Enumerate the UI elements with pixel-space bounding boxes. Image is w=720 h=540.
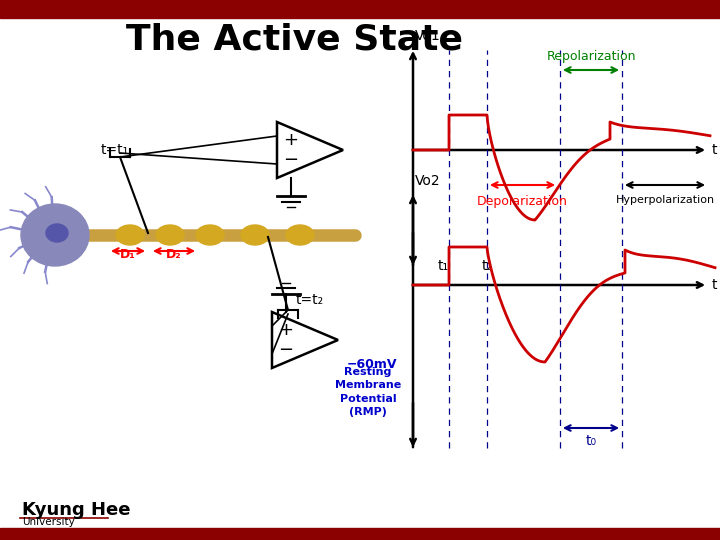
Bar <box>0 528 720 540</box>
Text: t=t₁: t=t₁ <box>101 143 129 157</box>
Text: Vo2: Vo2 <box>415 174 441 188</box>
Text: −: − <box>279 341 294 359</box>
Ellipse shape <box>241 225 269 245</box>
Ellipse shape <box>286 225 314 245</box>
Ellipse shape <box>156 225 184 245</box>
Text: D₂: D₂ <box>166 248 182 261</box>
Ellipse shape <box>196 225 224 245</box>
Text: Kyung Hee: Kyung Hee <box>22 501 130 519</box>
Text: Hyperpolarization: Hyperpolarization <box>616 195 714 205</box>
Text: Vo1: Vo1 <box>415 29 441 43</box>
Text: Repolarization: Repolarization <box>546 50 636 63</box>
Text: t: t <box>712 278 718 292</box>
Text: The Active State: The Active State <box>127 23 464 57</box>
Text: t₁: t₁ <box>438 259 449 273</box>
Text: +: + <box>284 131 299 149</box>
Text: t=t₂: t=t₂ <box>296 293 324 307</box>
Text: −60mV: −60mV <box>347 359 397 372</box>
Text: University: University <box>22 517 75 527</box>
Ellipse shape <box>21 204 89 266</box>
Ellipse shape <box>116 225 144 245</box>
Text: −: − <box>284 151 299 169</box>
Bar <box>0 0 720 18</box>
Text: Depolarization: Depolarization <box>477 195 568 208</box>
Text: D₁: D₁ <box>120 248 136 261</box>
Text: Resting
Membrane
Potential
(RMP): Resting Membrane Potential (RMP) <box>335 367 401 417</box>
Text: t: t <box>712 143 718 157</box>
Text: +: + <box>279 321 294 339</box>
Ellipse shape <box>46 224 68 242</box>
Text: t₂: t₂ <box>482 259 492 273</box>
Text: t₀: t₀ <box>585 434 596 448</box>
